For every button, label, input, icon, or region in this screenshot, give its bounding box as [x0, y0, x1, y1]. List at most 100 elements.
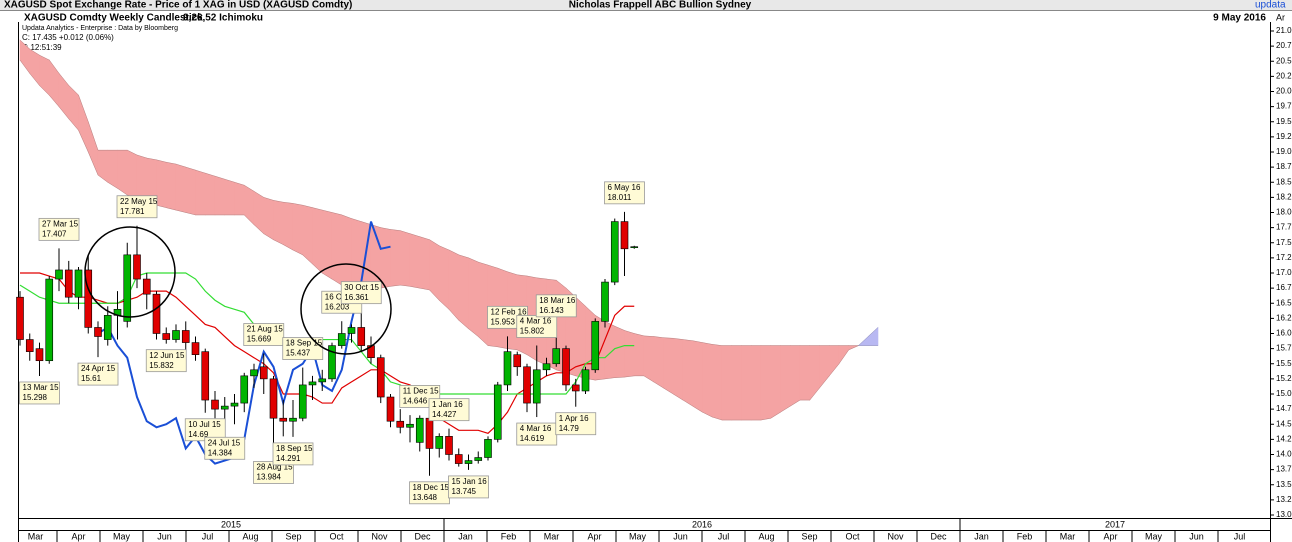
- candle-body: [35, 348, 44, 362]
- y-tick-label: 20.25: [1276, 71, 1292, 80]
- title-bar: [0, 0, 1292, 10]
- candle-body: [532, 369, 541, 404]
- candle-body: [503, 351, 512, 386]
- year-label: 2015: [221, 519, 241, 529]
- candle-body: [601, 281, 609, 322]
- author: Nicholas Frappell ABC Bullion Sydney: [569, 0, 752, 11]
- month-label: Oct: [329, 531, 344, 541]
- candle-body: [406, 423, 414, 428]
- cloud-segment: [760, 345, 772, 421]
- candle-body: [191, 342, 200, 355]
- month-label: May: [1145, 531, 1163, 541]
- candle-body: [133, 254, 141, 280]
- candle-body: [55, 269, 63, 280]
- annotation-box: [19, 381, 60, 405]
- brand[interactable]: updata: [1255, 0, 1286, 11]
- candle-body: [542, 363, 551, 371]
- candle-body: [152, 293, 161, 334]
- month-label: Jun: [1189, 531, 1204, 541]
- cloud-segment: [458, 254, 469, 330]
- candle-body: [337, 333, 346, 346]
- y-tick-label: 14.50: [1276, 419, 1292, 428]
- candle-body: [435, 436, 444, 449]
- candle-body: [464, 460, 473, 464]
- y-tick-label: 13.50: [1276, 480, 1292, 489]
- y-tick-label: 19.00: [1276, 147, 1292, 156]
- y-tick-label: 17.25: [1276, 253, 1292, 262]
- cloud-segment: [711, 344, 723, 421]
- y-tick-label: 15.00: [1276, 389, 1292, 398]
- annotation-value: 16.143: [539, 306, 564, 315]
- month-label: Mar: [544, 531, 560, 541]
- candle-body: [581, 369, 590, 392]
- annotation-value: 15.298: [23, 393, 48, 402]
- cloud-segment: [809, 345, 820, 401]
- candle-body: [386, 396, 395, 422]
- candle-body: [347, 327, 356, 334]
- candle-body: [318, 378, 327, 383]
- candle-body: [201, 351, 210, 401]
- annotation-box: [145, 349, 187, 373]
- annotation-value: 15.832: [149, 361, 174, 370]
- annotation-box: [204, 436, 246, 460]
- window-title: XAGUSD Spot Exchange Rate - Price of 1 X…: [4, 0, 352, 11]
- month-label: Aug: [242, 531, 258, 541]
- annotation-value: 15.953: [491, 317, 516, 326]
- y-tick-label: 13.75: [1276, 465, 1292, 474]
- candle-body: [376, 357, 385, 398]
- cloud-segment: [429, 239, 440, 301]
- annotation-box: [555, 412, 597, 436]
- annotation-date: 28 Aug 15: [257, 463, 294, 472]
- annotation-value: 16.361: [344, 293, 369, 302]
- cloud-segment: [204, 172, 216, 216]
- y-tick-label: 14.00: [1276, 450, 1292, 459]
- year-label: 2016: [692, 519, 712, 529]
- month-label: May: [629, 531, 647, 541]
- annotation-date: 12 Jun 15: [149, 351, 185, 360]
- candle-body: [250, 369, 258, 377]
- cloud-edge: [19, 59, 879, 421]
- y-tick-label: 16.75: [1276, 283, 1292, 292]
- month-label: Jan: [458, 531, 473, 541]
- y-tick-label: 19.25: [1276, 132, 1292, 141]
- candle-body: [620, 221, 629, 250]
- cloud-segment: [770, 345, 781, 419]
- cloud-segment: [468, 257, 479, 338]
- cloud-segment: [331, 212, 343, 286]
- candle-body: [259, 366, 268, 380]
- annotation-date: 18 Sep 15: [276, 444, 313, 453]
- annotation-date: 21 Aug 15: [247, 325, 284, 334]
- annotation-value: 14.427: [432, 410, 457, 419]
- cloud-edge: [19, 39, 878, 346]
- cloud-segment: [117, 149, 128, 196]
- candle-body: [74, 269, 83, 298]
- month-label: Apr: [587, 531, 601, 541]
- cloud-segment: [273, 200, 284, 246]
- year-label: 2017: [1105, 519, 1125, 529]
- month-label: Apr: [71, 531, 85, 541]
- cloud-segment: [419, 236, 430, 291]
- candle-body: [269, 378, 278, 419]
- cloud-segment: [380, 227, 391, 289]
- candle-body: [591, 321, 600, 371]
- annotation-value: 17.407: [42, 229, 67, 238]
- month-label: Oct: [845, 531, 860, 541]
- annotation-date: 13 Mar 15: [23, 383, 60, 392]
- candle-body: [630, 246, 639, 248]
- y-tick-label: 13.00: [1276, 510, 1292, 519]
- candle-body: [562, 348, 570, 386]
- candle-body: [172, 330, 180, 340]
- indicator: 9,26,52 Ichimoku: [183, 13, 263, 24]
- annotation-value: 14.79: [559, 424, 580, 433]
- month-label: Jun: [673, 531, 688, 541]
- candle-body: [396, 420, 405, 428]
- annotation-value: 14.646: [403, 397, 428, 406]
